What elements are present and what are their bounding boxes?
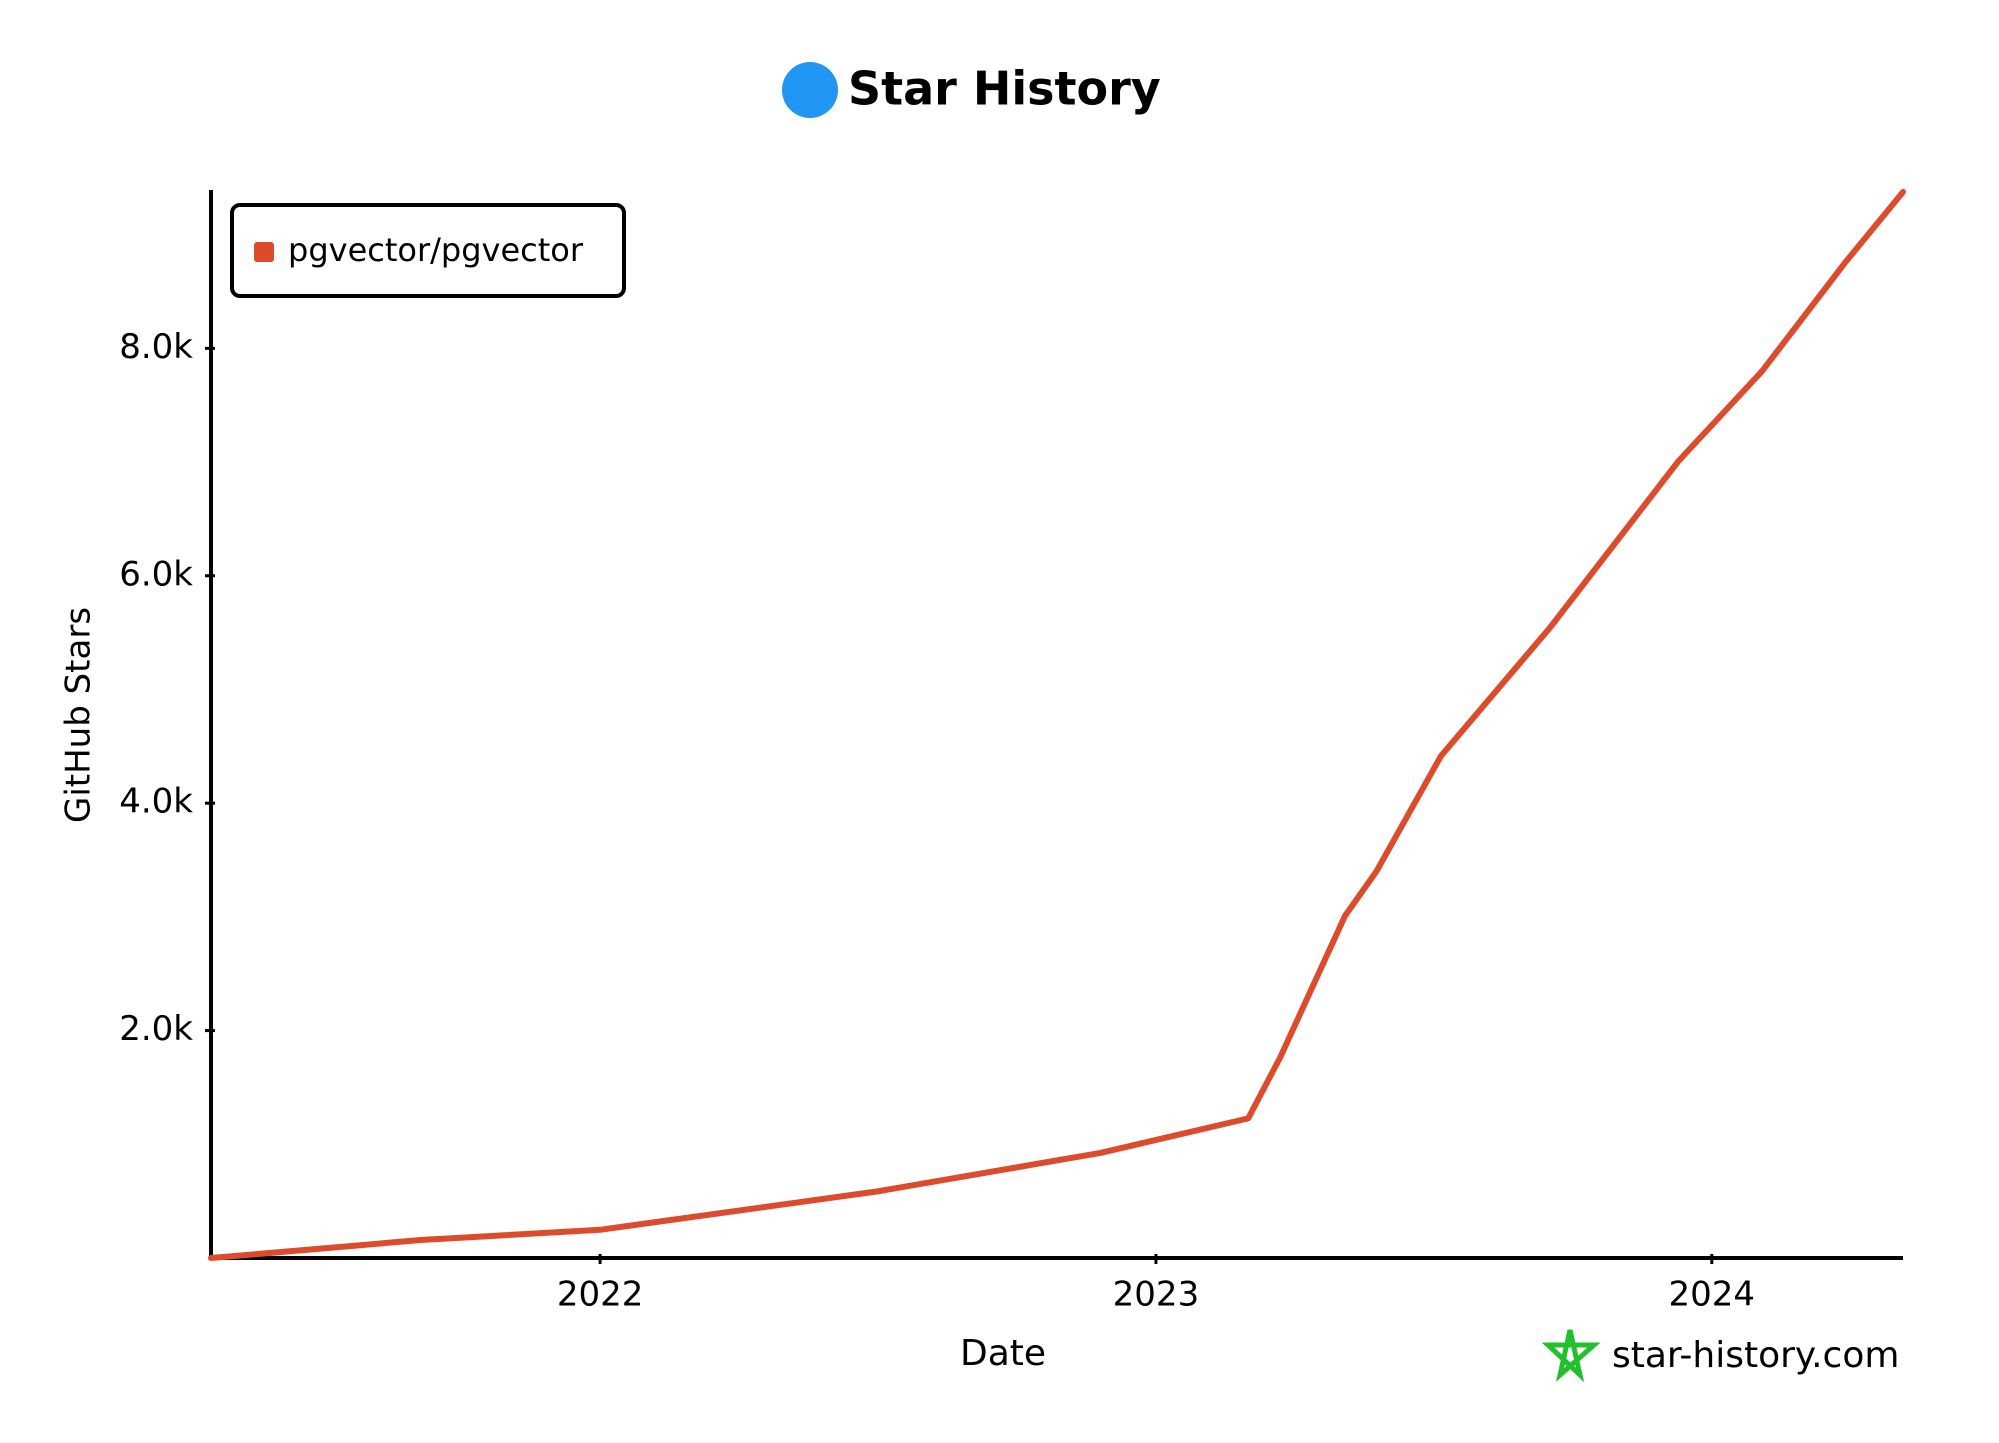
legend-swatch <box>254 242 274 262</box>
watermark-text: star-history.com <box>1612 1335 1899 1376</box>
legend-box <box>230 203 626 298</box>
y-axis-label: GitHub Stars <box>59 607 99 823</box>
y-tick-label: 4.0k <box>119 782 193 822</box>
watermark: star-history.com <box>1541 1329 1899 1383</box>
x-tick-label: 2022 <box>557 1275 644 1315</box>
y-tick-label: 6.0k <box>119 554 193 594</box>
title-icon <box>782 62 838 118</box>
x-axis-label: Date <box>960 1333 1046 1374</box>
y-tick-label: 8.0k <box>119 327 193 367</box>
x-tick-label: 2024 <box>1669 1275 1756 1315</box>
legend-label: pgvector/pgvector <box>288 231 584 269</box>
watermark-icon <box>1541 1329 1601 1383</box>
legend: pgvector/pgvector <box>230 203 626 298</box>
y-tick-label: 2.0k <box>119 1009 193 1049</box>
x-tick-label: 2023 <box>1113 1275 1200 1315</box>
chart-title: Star History <box>848 62 1161 116</box>
series-line <box>208 189 1906 1261</box>
